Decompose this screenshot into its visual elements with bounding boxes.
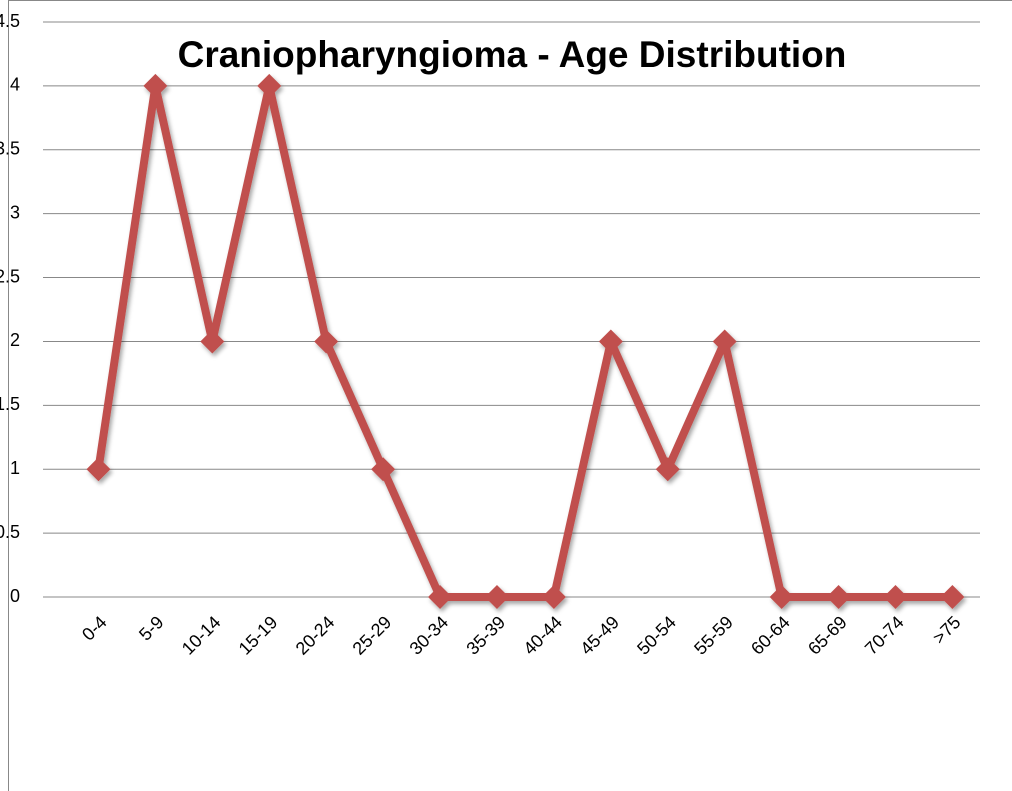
series (86, 73, 965, 609)
x-tick-label: 35-39 (462, 612, 509, 659)
x-tick-label: 20-24 (292, 612, 339, 659)
x-tick-label: 40-44 (519, 612, 566, 659)
y-tick-label: 3 (10, 202, 20, 222)
x-tick-label: 0-4 (78, 612, 111, 645)
x-tick-label: 70-74 (861, 612, 908, 659)
y-tick-label: 3.5 (0, 139, 20, 159)
data-marker (484, 585, 509, 609)
x-tick-label: 65-69 (804, 612, 851, 659)
x-tick-label: 25-29 (349, 612, 396, 659)
data-marker (428, 585, 453, 609)
x-tick-label: 5-9 (135, 612, 168, 645)
x-tick-label: 55-59 (690, 612, 737, 659)
data-marker (86, 457, 111, 482)
chart-title: Craniopharyngioma - Age Distribution (178, 34, 847, 75)
x-tick-label: 10-14 (178, 612, 225, 659)
y-tick-label: 2.5 (0, 266, 20, 286)
data-marker (371, 457, 396, 482)
x-tick-label: 30-34 (406, 612, 453, 659)
data-marker (655, 457, 680, 482)
series-line (94, 81, 953, 601)
data-marker (257, 73, 282, 98)
y-tick-label: 0 (10, 586, 20, 606)
y-tick-label: 0.5 (0, 522, 20, 542)
data-marker (541, 585, 566, 609)
y-tick-label: 1.5 (0, 394, 20, 414)
data-marker (598, 329, 623, 354)
data-marker (200, 329, 225, 354)
x-tick-label: 15-19 (235, 612, 282, 659)
data-marker (940, 585, 965, 609)
x-tick-label: 45-49 (576, 612, 623, 659)
y-tick-label: 4.5 (0, 11, 20, 31)
data-marker (883, 585, 908, 609)
y-tick-label: 1 (10, 458, 20, 478)
chart-frame (8, 0, 1012, 791)
data-marker (712, 329, 737, 354)
data-marker (826, 585, 851, 609)
y-tick-label: 4 (10, 75, 20, 95)
y-tick-label: 2 (10, 330, 20, 350)
x-tick-label: 50-54 (633, 612, 680, 659)
x-tick-label: >75 (929, 612, 965, 648)
data-marker (314, 329, 339, 354)
data-marker (769, 585, 794, 609)
data-marker (143, 73, 168, 98)
x-tick-label: 60-64 (747, 612, 794, 659)
